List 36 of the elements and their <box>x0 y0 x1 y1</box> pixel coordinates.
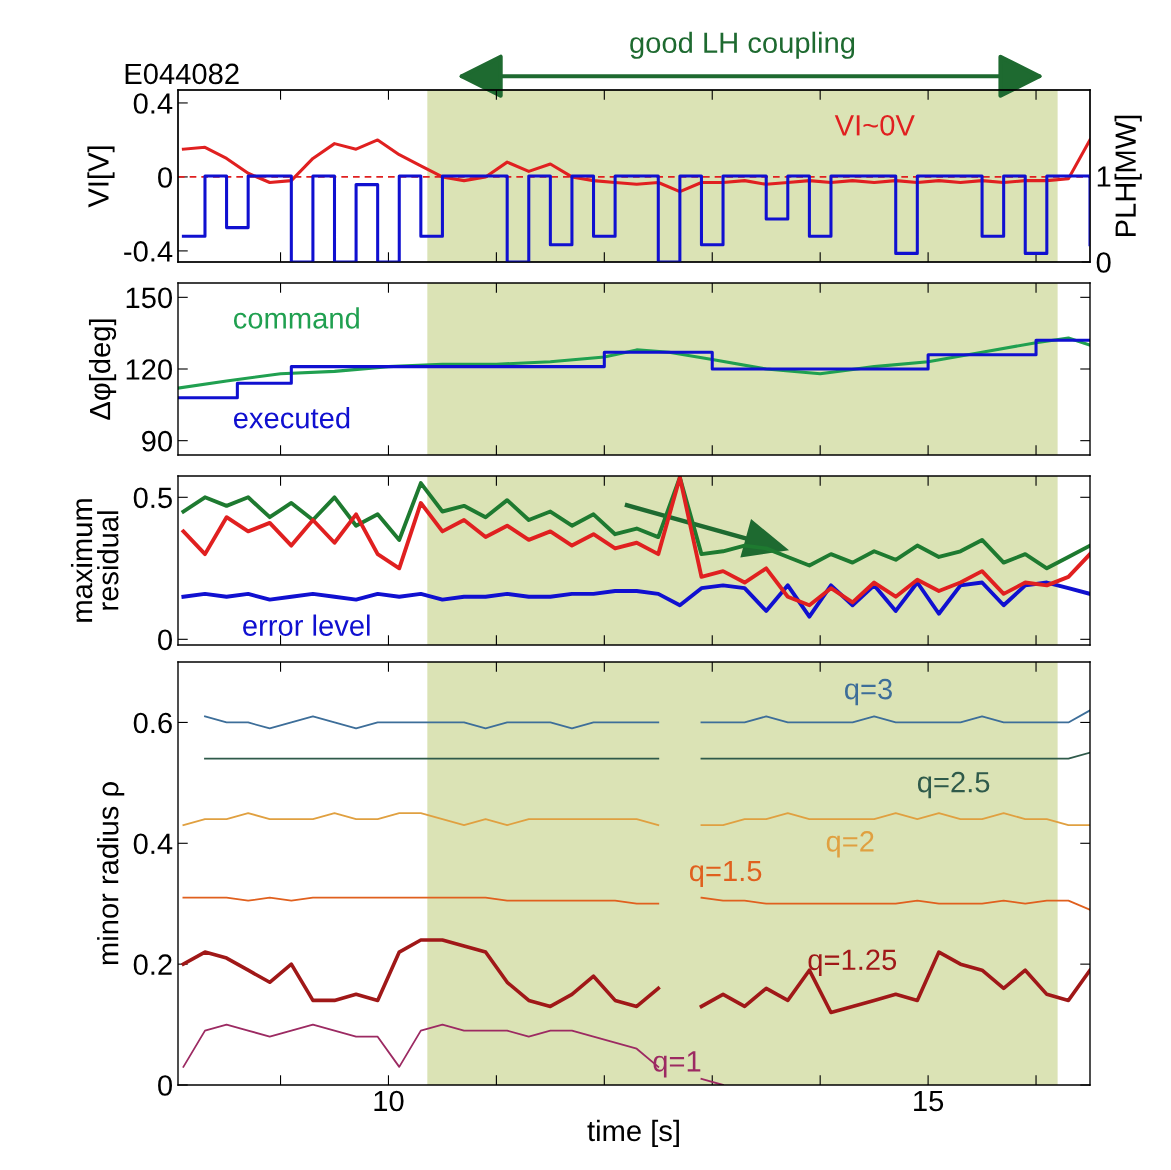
y-axis-title: Δφ[deg] <box>88 319 117 420</box>
series-label: q=2 <box>826 831 874 858</box>
x-tick-label: 15 <box>914 1090 944 1112</box>
y-tick-label: -0.4 <box>124 241 173 262</box>
series-label: error level <box>243 614 370 636</box>
y-tick-label: 0 <box>158 167 172 188</box>
line-series <box>181 476 1090 608</box>
series-label: q=1.5 <box>689 860 762 888</box>
y-tick-label: 0.6 <box>133 712 172 734</box>
series-label: command <box>233 307 359 329</box>
y-tick-label: 0 <box>158 629 172 651</box>
x-tick-label: 10 <box>374 1090 404 1112</box>
series-label: q=3 <box>844 678 892 706</box>
series-label: q=1.25 <box>808 949 897 976</box>
y-axis-title: minor radius ρ <box>97 782 125 965</box>
series-label: q=2.5 <box>917 771 990 799</box>
y2-tick-label: 1 <box>1097 166 1111 187</box>
y-tick-label: 0.4 <box>133 93 173 114</box>
band-label: good LH coupling <box>630 31 855 59</box>
y2-axis-title: PLH[MW] <box>1114 115 1142 236</box>
y-tick-label: 90 <box>142 430 172 452</box>
x-axis-title: time [s] <box>587 1119 679 1148</box>
y-axis-title: maximum residual <box>70 499 119 622</box>
y-tick-label: 120 <box>126 359 172 380</box>
series-label: q=1 <box>653 1051 701 1078</box>
y-tick-label: 0.4 <box>133 833 173 855</box>
y-tick-label: 0.5 <box>133 487 172 509</box>
y-tick-label: 150 <box>126 287 172 309</box>
line-series <box>181 476 1090 571</box>
y-tick-label: 0.2 <box>133 954 172 975</box>
chart-title: E044082 <box>125 63 239 85</box>
y-axis-title: VI[V] <box>87 146 115 208</box>
y2-tick-label: 0 <box>1096 252 1111 273</box>
series-label: VI~0V <box>834 115 915 136</box>
y-tick-label: 0 <box>158 1075 172 1096</box>
series-label: executed <box>233 407 350 429</box>
